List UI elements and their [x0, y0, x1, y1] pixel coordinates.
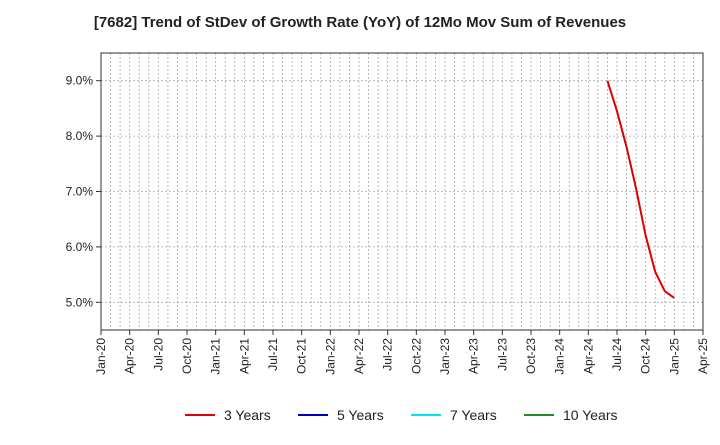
x-tick-label: Jul-22	[381, 338, 395, 371]
x-tick-label: Apr-21	[237, 338, 251, 374]
x-tick-label: Jan-20	[94, 338, 108, 375]
x-tick-label: Apr-22	[352, 338, 366, 374]
legend-label-10-years: 10 Years	[563, 407, 618, 423]
x-tick-label: Oct-22	[409, 338, 423, 374]
chart-title: [7682] Trend of StDev of Growth Rate (Yo…	[93, 14, 627, 31]
x-tick-label: Apr-25	[696, 338, 710, 374]
legend-label-7-years: 7 Years	[450, 407, 497, 423]
x-tick-label: Oct-20	[180, 338, 194, 374]
x-tick-label: Apr-24	[581, 338, 595, 374]
x-tick-label: Jul-21	[266, 338, 280, 371]
x-tick-label: Oct-24	[639, 338, 653, 374]
x-tick-label: Oct-21	[295, 338, 309, 374]
legend-label-5-years: 5 Years	[337, 407, 384, 423]
x-tick-label: Jan-23	[438, 338, 452, 375]
series-line-3-years	[606, 80, 675, 299]
x-tick-label: Jul-24	[610, 338, 624, 371]
x-tick-label: Jul-23	[495, 338, 509, 371]
y-tick-label: 6.0%	[66, 240, 94, 254]
x-tick-label: Jan-25	[667, 338, 681, 375]
x-tick-label: Apr-23	[467, 338, 481, 374]
x-tick-label: Apr-20	[123, 338, 137, 374]
y-tick-label: 9.0%	[66, 74, 94, 88]
x-tick-label: Oct-23	[524, 338, 538, 374]
legend-label-3-years: 3 Years	[224, 407, 271, 423]
y-tick-label: 5.0%	[66, 295, 94, 309]
x-tick-label: Jul-20	[151, 338, 165, 371]
y-tick-label: 7.0%	[66, 185, 94, 199]
x-tick-label: Jan-24	[553, 338, 567, 375]
x-tick-label: Jan-22	[323, 338, 337, 375]
x-tick-label: Jan-21	[209, 338, 223, 375]
y-tick-label: 8.0%	[66, 129, 94, 143]
